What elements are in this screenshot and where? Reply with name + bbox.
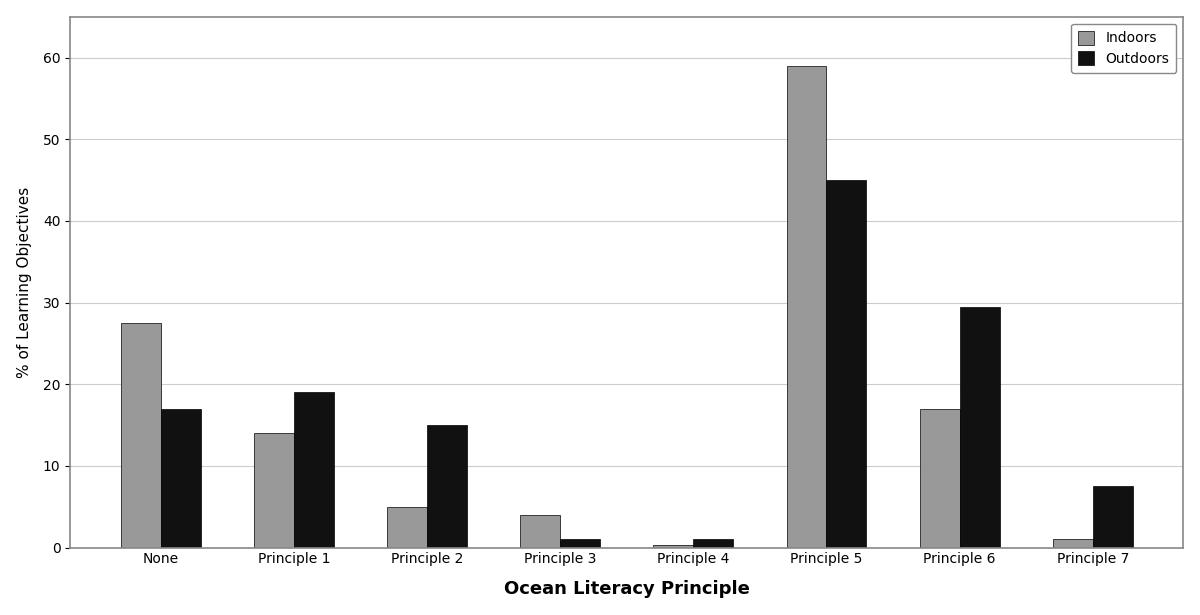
Bar: [254, 433, 294, 547]
Bar: [919, 409, 960, 547]
Bar: [560, 539, 600, 547]
Bar: [694, 539, 733, 547]
Bar: [786, 66, 827, 547]
Bar: [827, 180, 866, 547]
X-axis label: Ocean Literacy Principle: Ocean Literacy Principle: [504, 581, 750, 598]
Y-axis label: % of Learning Objectives: % of Learning Objectives: [17, 186, 31, 378]
Bar: [960, 307, 1000, 547]
Legend: Indoors, Outdoors: Indoors, Outdoors: [1070, 23, 1176, 73]
Bar: [427, 425, 467, 547]
Bar: [653, 545, 694, 547]
Bar: [294, 392, 334, 547]
Bar: [1093, 486, 1133, 547]
Bar: [388, 507, 427, 547]
Bar: [121, 323, 161, 547]
Bar: [161, 409, 200, 547]
Bar: [1052, 539, 1093, 547]
Bar: [521, 515, 560, 547]
